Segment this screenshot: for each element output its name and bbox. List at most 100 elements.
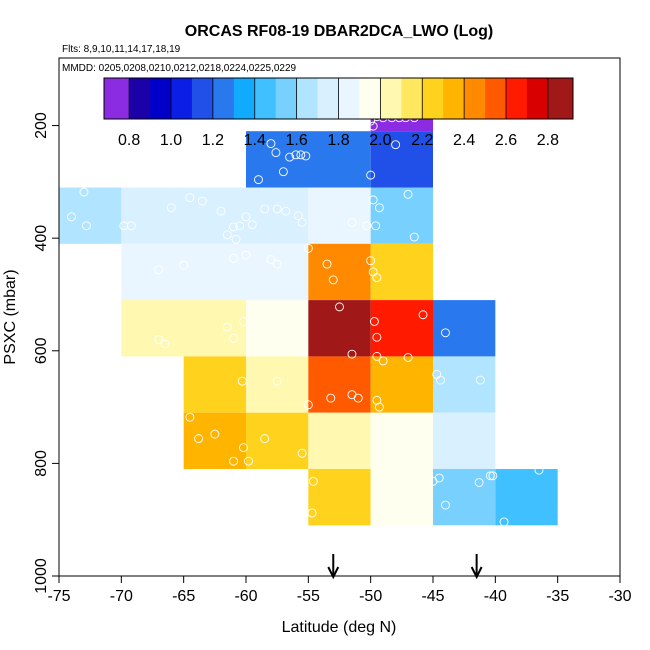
y-tick-label: 400 (33, 225, 50, 252)
data-point (237, 376, 247, 386)
data-point (119, 221, 129, 231)
data-point (222, 230, 232, 240)
latitude-arrow (327, 554, 340, 580)
data-point (67, 212, 76, 222)
heatmap-cell (59, 187, 122, 244)
heatmap-cell (246, 412, 309, 470)
x-tick-label: -30 (608, 588, 631, 605)
data-point (371, 221, 381, 231)
x-tick-label: -40 (484, 588, 507, 605)
colorbar-segment (422, 78, 444, 119)
data-point (210, 429, 220, 439)
data-point (154, 265, 164, 275)
y-tick-label: 1000 (33, 558, 50, 594)
plot-frame (58, 57, 621, 577)
heatmap-cell (370, 356, 433, 413)
data-point (266, 139, 276, 149)
data-point (244, 456, 253, 466)
heatmap-cell (433, 412, 496, 470)
colorbar-segment (464, 78, 486, 119)
data-point (241, 212, 251, 222)
x-tick-label: -70 (110, 588, 133, 605)
data-point (231, 234, 241, 244)
data-point (79, 187, 89, 197)
colorbar-segment (191, 78, 214, 119)
colorbar-segment (359, 78, 381, 119)
heatmap-cell (495, 469, 558, 526)
data-point (368, 121, 378, 131)
colorbar-segment (233, 78, 256, 119)
colorbar-tick-label: 2.2 (411, 132, 433, 149)
colorbar-tick-label: 2.6 (495, 132, 517, 149)
y-tick-label: 800 (33, 450, 50, 477)
colorbar-segment (526, 78, 549, 119)
y-axis-label: PSXC (mbar) (2, 269, 19, 364)
colorbar-segment (104, 78, 130, 119)
data-point (499, 517, 509, 527)
colorbar-segment (506, 78, 528, 119)
data-point (326, 393, 336, 403)
colorbar-tick-label: 2.4 (453, 132, 475, 149)
data-point (241, 250, 251, 260)
data-point (474, 478, 484, 487)
heatmap-cell (246, 300, 309, 357)
data-point (307, 508, 317, 518)
data-point (272, 204, 282, 214)
heatmap-cell (433, 469, 496, 526)
data-point (229, 253, 238, 263)
data-point (272, 376, 282, 386)
colorbar-segment (129, 78, 151, 119)
heatmap-cell (370, 187, 433, 244)
data-point (369, 317, 379, 326)
data-point (366, 170, 376, 180)
data-point (308, 476, 318, 486)
data-point (488, 471, 498, 481)
x-tick-label: -65 (172, 588, 195, 605)
x-tick-label: -35 (546, 588, 569, 605)
heatmap-cell (308, 469, 371, 526)
data-point (409, 232, 419, 242)
data-point (485, 471, 495, 481)
flights-subtitle: Flts: 8,9,10,11,14,17,18,19 (62, 44, 181, 55)
data-point (216, 206, 226, 216)
data-point (366, 256, 376, 266)
heatmap-cell (246, 187, 309, 244)
data-point (441, 500, 450, 510)
data-point (185, 193, 195, 203)
colorbar-segment (317, 78, 339, 119)
data-point (372, 395, 382, 405)
x-tick-label: -75 (47, 588, 70, 605)
data-point (368, 195, 378, 205)
data-point (239, 317, 248, 326)
data-point (166, 203, 176, 213)
heatmap-cell (370, 469, 433, 526)
data-point (154, 335, 164, 344)
data-point (436, 375, 445, 385)
data-point (81, 221, 91, 231)
colorbar-segment (212, 78, 235, 119)
data-point (296, 150, 306, 160)
heatmap-cell (183, 412, 246, 470)
data-point (328, 275, 338, 285)
data-point (260, 204, 270, 214)
data-point (197, 196, 207, 206)
colorbar-tick-label: 1.8 (327, 132, 349, 149)
data-point (434, 473, 444, 483)
data-point (441, 328, 450, 338)
data-point (303, 400, 313, 410)
colorbar-segment (380, 78, 402, 119)
data-point (293, 211, 303, 221)
heatmap-cell (370, 412, 433, 470)
latitude-arrows (327, 554, 483, 580)
data-point (281, 206, 291, 216)
heatmap-cells (59, 80, 558, 526)
data-point (534, 465, 544, 475)
data-point (272, 259, 282, 269)
x-axis: -75 -70 -65 -60 -55 -50 -45 -40 -35 -30 (47, 576, 632, 605)
x-axis-label: Latitude (deg N) (282, 619, 397, 636)
data-point (271, 148, 281, 158)
data-point (179, 260, 189, 270)
x-tick-label: -55 (297, 588, 320, 605)
colorbar-segment (338, 78, 360, 119)
x-tick-label: -50 (359, 588, 382, 605)
